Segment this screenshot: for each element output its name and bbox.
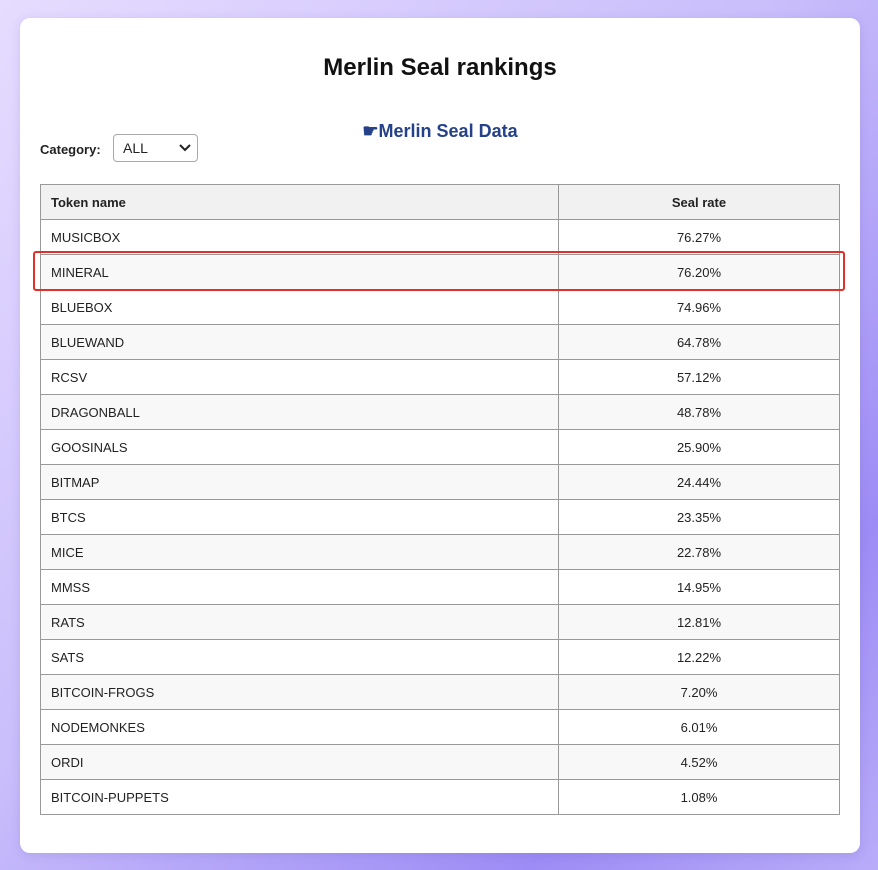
table-body: MUSICBOX 76.27% MINERAL 76.20% BLUEBOX 74.96%… bbox=[40, 219, 840, 815]
token-name: NODEMONKES bbox=[40, 709, 559, 745]
header-cell: Seal rate bbox=[558, 184, 840, 220]
table-row: GOOSINALS 25.90% bbox=[40, 429, 840, 465]
seal-rate: 76.20% bbox=[558, 254, 840, 290]
seal-rate: 1.08% bbox=[558, 779, 840, 815]
category-label: Category: bbox=[40, 142, 101, 157]
token-name: MUSICBOX bbox=[40, 219, 559, 255]
token-name: RCSV bbox=[40, 359, 559, 395]
table-row: MICE 22.78% bbox=[40, 534, 840, 570]
seal-rate: 14.95% bbox=[558, 569, 840, 605]
table-row: MUSICBOX 76.27% bbox=[40, 219, 840, 255]
category-select[interactable]: ALL bbox=[113, 134, 198, 162]
seal-rate: 22.78% bbox=[558, 534, 840, 570]
token-name: SATS bbox=[40, 639, 559, 675]
select-value: ALL bbox=[123, 140, 148, 156]
seal-rate: 4.52% bbox=[558, 744, 840, 780]
seal-rate: 12.81% bbox=[558, 604, 840, 640]
token-name: MMSS bbox=[40, 569, 559, 605]
rank-table: Token name Seal rate MUSICBOX 76.27% MINER… bbox=[40, 184, 840, 815]
header-cell: Token name bbox=[40, 184, 559, 220]
seal-rate: 48.78% bbox=[558, 394, 840, 430]
table-row: ORDI 4.52% bbox=[40, 744, 840, 780]
data-link[interactable]: ☛Merlin Seal Data bbox=[362, 121, 518, 141]
table-row: RCSV 57.12% bbox=[40, 359, 840, 395]
token-name: RATS bbox=[40, 604, 559, 640]
token-name: DRAGONBALL bbox=[40, 394, 559, 430]
header-row: Token name Seal rate bbox=[40, 184, 840, 220]
token-name: BLUEBOX bbox=[40, 289, 559, 325]
table-row: MMSS 14.95% bbox=[40, 569, 840, 605]
table-row: BITMAP 24.44% bbox=[40, 464, 840, 500]
table-row: NODEMONKES 6.01% bbox=[40, 709, 840, 745]
select-arrow bbox=[179, 144, 191, 152]
token-name: BLUEWAND bbox=[40, 324, 559, 360]
token-name: GOOSINALS bbox=[40, 429, 559, 465]
token-name: BITCOIN-PUPPETS bbox=[40, 779, 559, 815]
seal-rate: 24.44% bbox=[558, 464, 840, 500]
seal-rate: 74.96% bbox=[558, 289, 840, 325]
seal-rate: 7.20% bbox=[558, 674, 840, 710]
page-title: Merlin Seal rankings bbox=[323, 54, 557, 81]
seal-rate: 57.12% bbox=[558, 359, 840, 395]
token-name: BITCOIN-FROGS bbox=[40, 674, 559, 710]
token-name: MINERAL bbox=[40, 254, 559, 290]
token-name: MICE bbox=[40, 534, 559, 570]
table-row: BTCS 23.35% bbox=[40, 499, 840, 535]
token-name: BITMAP bbox=[40, 464, 559, 500]
table-row: SATS 12.22% bbox=[40, 639, 840, 675]
table-row: RATS 12.81% bbox=[40, 604, 840, 640]
seal-rate: 76.27% bbox=[558, 219, 840, 255]
table-row: BLUEBOX 74.96% bbox=[40, 289, 840, 325]
card: Merlin Seal rankings ☛Merlin Seal Data C… bbox=[20, 18, 860, 853]
table-row: BLUEWAND 64.78% bbox=[40, 324, 840, 360]
table-row: BITCOIN-PUPPETS 1.08% bbox=[40, 779, 840, 815]
token-name: ORDI bbox=[40, 744, 559, 780]
seal-rate: 23.35% bbox=[558, 499, 840, 535]
table-row: MINERAL 76.20% bbox=[40, 254, 840, 290]
seal-rate: 6.01% bbox=[558, 709, 840, 745]
seal-rate: 25.90% bbox=[558, 429, 840, 465]
table-row: BITCOIN-FROGS 7.20% bbox=[40, 674, 840, 710]
seal-rate: 64.78% bbox=[558, 324, 840, 360]
table-row: DRAGONBALL 48.78% bbox=[40, 394, 840, 430]
token-name: BTCS bbox=[40, 499, 559, 535]
seal-rate: 12.22% bbox=[558, 639, 840, 675]
